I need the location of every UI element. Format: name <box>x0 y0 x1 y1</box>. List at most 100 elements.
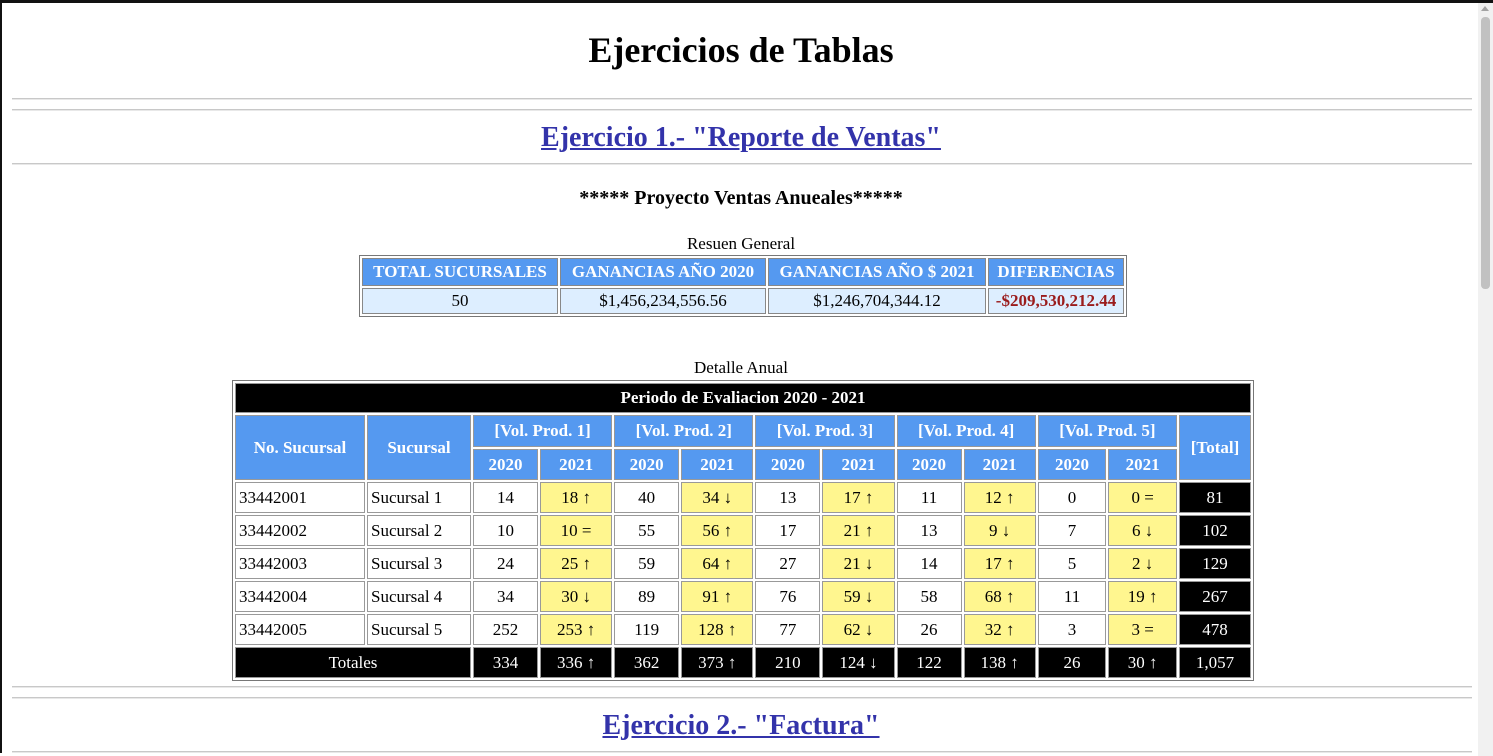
year-header: 2021 <box>1108 449 1177 480</box>
value-cell-2021: 30 ↓ <box>539 581 613 612</box>
ejercicio1-link[interactable]: Ejercicio 1.- "Reporte de Ventas" <box>541 122 941 153</box>
periodo-row: Periodo de Evaliacion 2020 - 2021 <box>235 383 1251 413</box>
value-cell: 76 <box>755 581 821 612</box>
ejercicio2-link[interactable]: Ejercicio 2.- "Factura" <box>602 710 880 741</box>
diferencias-value: -$209,530,212.44 <box>988 288 1124 314</box>
value-cell-2021: 3 = <box>1108 614 1177 645</box>
totales-cell: 334 <box>473 647 538 678</box>
col-header-vol-prod: [Vol. Prod. 3] <box>755 415 895 447</box>
value-cell-2021: 253 ↑ <box>539 614 613 645</box>
value-cell-2021: 0 = <box>1108 482 1177 513</box>
divider <box>12 697 1472 699</box>
value-cell-2021: 64 ↑ <box>681 548 754 579</box>
value-cell-2021: 91 ↑ <box>681 581 754 612</box>
value-cell: 55 <box>614 515 680 546</box>
value-cell-2021: 18 ↑ <box>539 482 613 513</box>
table-row: 33442005 Sucursal 5 252 253 ↑ 119 128 ↑ … <box>235 614 1251 645</box>
value-cell: 14 <box>896 548 962 579</box>
value-cell: 0 <box>1037 482 1107 513</box>
sucursal-name: Sucursal 5 <box>367 614 471 645</box>
sucursal-number: 33442004 <box>235 581 365 612</box>
value-cell-2021: 12 ↑ <box>963 482 1036 513</box>
totales-cell: 210 <box>755 647 821 678</box>
vertical-scrollbar[interactable] <box>1478 3 1493 756</box>
divider <box>12 98 1472 100</box>
value-cell: 59 <box>614 548 680 579</box>
value-cell-2021: 128 ↑ <box>681 614 754 645</box>
divider <box>12 163 1472 165</box>
value-cell: 7 <box>1037 515 1107 546</box>
value-cell: 119 <box>614 614 680 645</box>
resumen-value-row: 50 $1,456,234,556.56 $1,246,704,344.12 -… <box>362 288 1124 314</box>
divider <box>12 686 1472 688</box>
page: Ejercicios de Tablas Ejercicio 1.- "Repo… <box>2 3 1480 756</box>
table-row: 33442002 Sucursal 2 10 10 = 55 56 ↑ 17 2… <box>235 515 1251 546</box>
value-cell-2021: 21 ↑ <box>822 515 895 546</box>
value-cell: 252 <box>473 614 538 645</box>
detalle-caption: Detalle Anual <box>694 358 788 377</box>
col-header-vol-prod: [Vol. Prod. 4] <box>896 415 1036 447</box>
value-cell: 13 <box>755 482 821 513</box>
value-cell-2021: 2 ↓ <box>1108 548 1177 579</box>
value-cell: 14 <box>473 482 538 513</box>
resumen-caption: Resuen General <box>686 234 796 253</box>
year-header: 2020 <box>1037 449 1107 480</box>
value-cell-2021: 21 ↓ <box>822 548 895 579</box>
value-cell-2021: 6 ↓ <box>1108 515 1177 546</box>
total-sucursales-value: 50 <box>362 288 558 314</box>
value-cell-2021: 62 ↓ <box>822 614 895 645</box>
table-row: 33442004 Sucursal 4 34 30 ↓ 89 91 ↑ 76 5… <box>235 581 1251 612</box>
sucursal-name: Sucursal 4 <box>367 581 471 612</box>
totales-cell: 362 <box>614 647 680 678</box>
table-row: 33442003 Sucursal 3 24 25 ↑ 59 64 ↑ 27 2… <box>235 548 1251 579</box>
value-cell-2021: 59 ↓ <box>822 581 895 612</box>
row-total: 81 <box>1179 482 1251 513</box>
resumen-header: TOTAL SUCURSALES <box>362 258 558 286</box>
row-total: 102 <box>1179 515 1251 546</box>
table-row: 33442001 Sucursal 1 14 18 ↑ 40 34 ↓ 13 1… <box>235 482 1251 513</box>
totales-label: Totales <box>235 647 471 678</box>
year-header: 2020 <box>473 449 538 480</box>
year-header: 2020 <box>755 449 821 480</box>
resumen-header: DIFERENCIAS <box>988 258 1124 286</box>
year-header: 2020 <box>896 449 962 480</box>
value-cell: 77 <box>755 614 821 645</box>
value-cell-2021: 17 ↑ <box>963 548 1036 579</box>
resumen-table: TOTAL SUCURSALES GANANCIAS AÑO 2020 GANA… <box>359 255 1127 317</box>
sucursal-name: Sucursal 1 <box>367 482 471 513</box>
value-cell-2021: 32 ↑ <box>963 614 1036 645</box>
value-cell-2021: 10 = <box>539 515 613 546</box>
detalle-table: Periodo de Evaliacion 2020 - 2021 No. Su… <box>232 380 1254 681</box>
value-cell: 3 <box>1037 614 1107 645</box>
value-cell: 11 <box>896 482 962 513</box>
resumen-header-row: TOTAL SUCURSALES GANANCIAS AÑO 2020 GANA… <box>362 258 1124 286</box>
value-cell: 27 <box>755 548 821 579</box>
vol-header-row: No. Sucursal Sucursal [Vol. Prod. 1] [Vo… <box>235 415 1251 480</box>
value-cell: 89 <box>614 581 680 612</box>
ejercicio1-heading: Ejercicio 1.- "Reporte de Ventas" <box>2 122 1480 154</box>
totales-cell: 122 <box>896 647 962 678</box>
totales-cell: 138 ↑ <box>963 647 1036 678</box>
year-header: 2021 <box>963 449 1036 480</box>
scroll-thumb[interactable] <box>1481 17 1490 289</box>
resumen-header: GANANCIAS AÑO 2020 <box>560 258 766 286</box>
scroll-up-arrow-icon[interactable] <box>1481 6 1489 11</box>
sucursal-name: Sucursal 2 <box>367 515 471 546</box>
value-cell-2021: 17 ↑ <box>822 482 895 513</box>
ganancias-2021-value: $1,246,704,344.12 <box>768 288 986 314</box>
ganancias-2020-value: $1,456,234,556.56 <box>560 288 766 314</box>
value-cell: 58 <box>896 581 962 612</box>
resumen-header: GANANCIAS AÑO $ 2021 <box>768 258 986 286</box>
year-header: 2021 <box>539 449 613 480</box>
col-header-vol-prod: [Vol. Prod. 1] <box>473 415 613 447</box>
year-header: 2021 <box>822 449 895 480</box>
value-cell: 17 <box>755 515 821 546</box>
value-cell-2021: 25 ↑ <box>539 548 613 579</box>
totales-cell: 373 ↑ <box>681 647 754 678</box>
value-cell-2021: 56 ↑ <box>681 515 754 546</box>
project-subtitle: ***** Proyecto Ventas Anueales***** <box>579 187 903 209</box>
col-header-total: [Total] <box>1179 415 1251 480</box>
year-header-row: 2020 2021 2020 2021 2020 2021 2020 2021 … <box>235 449 1251 480</box>
value-cell: 40 <box>614 482 680 513</box>
sucursal-number: 33442003 <box>235 548 365 579</box>
